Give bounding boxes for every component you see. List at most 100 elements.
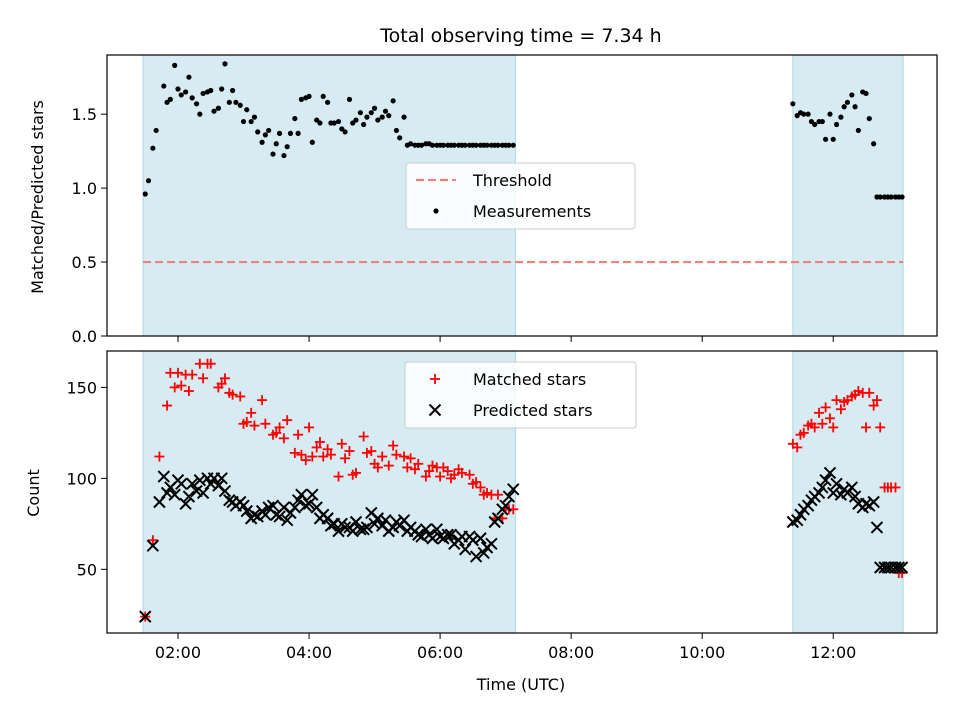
matched-stars-marker bbox=[871, 395, 882, 406]
y-tick-label: 0.0 bbox=[72, 327, 97, 346]
predicted-stars-marker bbox=[426, 532, 439, 545]
matched-stars-marker bbox=[409, 464, 420, 475]
measurement-point bbox=[292, 115, 298, 122]
marker-stroke bbox=[848, 490, 862, 503]
measurement-point bbox=[262, 132, 268, 138]
measurement-point bbox=[142, 191, 148, 197]
predicted-stars-marker bbox=[474, 532, 487, 545]
marker-stroke bbox=[870, 521, 884, 534]
measurement-point bbox=[852, 104, 858, 110]
marker-stroke bbox=[288, 501, 302, 514]
measurement-point bbox=[827, 111, 833, 117]
marker-stroke bbox=[299, 499, 312, 512]
measurement-point bbox=[197, 111, 203, 117]
marker-stroke bbox=[819, 473, 832, 487]
marker-stroke bbox=[466, 534, 480, 547]
x-tick-label: 02:00 bbox=[155, 643, 201, 662]
matched-stars-marker bbox=[183, 386, 194, 397]
predicted-stars-marker bbox=[412, 528, 425, 541]
measurement-point bbox=[823, 136, 829, 142]
matched-stars-marker bbox=[405, 453, 416, 464]
measurement-point bbox=[866, 115, 872, 122]
matched-stars-marker bbox=[861, 422, 872, 433]
measurement-point bbox=[266, 127, 272, 134]
y-tick-label: 50 bbox=[77, 560, 97, 579]
marker-stroke bbox=[273, 510, 286, 523]
predicted-stars-marker bbox=[827, 486, 840, 500]
matched-stars-marker bbox=[311, 442, 322, 453]
matched-stars-marker bbox=[831, 395, 842, 406]
matched-stars-marker bbox=[798, 427, 809, 438]
marker-stroke bbox=[259, 508, 272, 521]
measurement-point bbox=[183, 89, 189, 95]
matched-stars-marker bbox=[820, 402, 831, 413]
matched-stars-marker bbox=[435, 471, 446, 482]
matched-stars-marker bbox=[835, 404, 846, 415]
marker-stroke bbox=[266, 499, 280, 512]
marker-stroke bbox=[215, 472, 228, 485]
matched-stars-marker bbox=[322, 444, 333, 455]
marker-stroke bbox=[338, 521, 352, 534]
predicted-stars-marker bbox=[139, 610, 152, 623]
measurement-point bbox=[259, 139, 265, 145]
measurement-point bbox=[219, 86, 225, 92]
measurement-point bbox=[270, 151, 276, 157]
marker-stroke bbox=[295, 488, 308, 501]
x-tick-label: 10:00 bbox=[679, 643, 725, 662]
legend-predicted-label: Predicted stars bbox=[473, 401, 593, 420]
measurement-point bbox=[877, 194, 883, 200]
counts-panel: 50 100 150 02:00 04:00 06:00 08:00 10:00 12:00 Ma… bbox=[66, 350, 938, 662]
matched-stars-marker bbox=[388, 440, 399, 451]
predicted-stars-marker bbox=[485, 537, 498, 551]
matched-stars-marker bbox=[351, 467, 361, 478]
marker-stroke bbox=[280, 513, 294, 527]
measurement-point bbox=[364, 114, 370, 120]
measurement-point bbox=[506, 142, 512, 148]
marker-stroke bbox=[218, 484, 232, 498]
measurement-point bbox=[386, 113, 392, 119]
measurement-point bbox=[295, 130, 301, 136]
matched-stars-marker bbox=[864, 387, 875, 398]
measurement-point bbox=[175, 86, 181, 92]
matched-stars-marker bbox=[399, 451, 410, 462]
measurement-point bbox=[281, 152, 287, 159]
predicted-stars-marker bbox=[240, 504, 253, 518]
matched-stars-marker bbox=[420, 471, 431, 482]
marker-stroke bbox=[179, 497, 192, 511]
predicted-stars-marker bbox=[306, 488, 319, 501]
marker-stroke bbox=[830, 477, 843, 491]
measurement-point bbox=[371, 105, 378, 111]
measurement-point bbox=[838, 114, 844, 120]
marker-stroke bbox=[859, 497, 873, 511]
measurement-point bbox=[357, 110, 363, 116]
measurement-point bbox=[819, 118, 825, 125]
marker-stroke bbox=[419, 523, 433, 536]
predicted-stars-marker bbox=[499, 499, 512, 512]
measurement-point bbox=[255, 129, 261, 135]
y-tick-label: 0.5 bbox=[72, 253, 97, 272]
measurement-point bbox=[484, 142, 490, 148]
measurement-point bbox=[888, 194, 894, 200]
legend-box bbox=[405, 162, 636, 230]
x-axis-label: Time (UTC) bbox=[476, 675, 565, 694]
matched-stars-marker bbox=[271, 427, 282, 438]
marker-stroke bbox=[277, 501, 291, 514]
matched-stars-marker bbox=[402, 462, 413, 473]
marker-stroke bbox=[499, 499, 512, 512]
measurement-point bbox=[229, 87, 236, 94]
measurement-point bbox=[226, 99, 232, 105]
predicted-stars-marker bbox=[848, 490, 862, 503]
measurement-point bbox=[390, 98, 396, 104]
measurement-point bbox=[382, 108, 389, 114]
predicted-stars-marker bbox=[491, 512, 505, 525]
matched-stars-marker bbox=[372, 462, 383, 473]
legend-matched-label: Matched stars bbox=[473, 370, 586, 389]
predicted-stars-marker bbox=[196, 486, 210, 500]
ratio-panel: 0.0 0.5 1.0 1.5 Threshold Measurements bbox=[72, 54, 938, 346]
matched-stars-marker bbox=[257, 395, 268, 406]
measurement-point bbox=[208, 87, 214, 94]
measurement-point bbox=[401, 114, 407, 120]
matched-stars-marker bbox=[336, 438, 347, 449]
legend-box bbox=[404, 361, 637, 429]
